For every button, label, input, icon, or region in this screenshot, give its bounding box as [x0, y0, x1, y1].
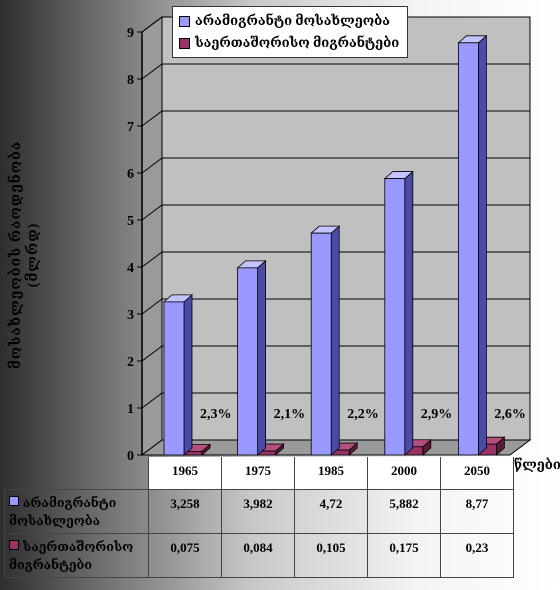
- bar-nonmigrant-side: [257, 259, 267, 456]
- gridline-side: [141, 16, 163, 33]
- bar-nonmigrant: [237, 267, 259, 456]
- bar-nonmigrant-side: [183, 293, 193, 456]
- bar-nonmigrant: [310, 232, 332, 456]
- table-year: 1965: [148, 457, 222, 490]
- percent-label: 2,6%: [494, 407, 526, 422]
- y-tick-label: 9: [127, 26, 134, 41]
- table-header-row: 1965 1975 1985 2000 2050: [5, 457, 514, 490]
- table-label-line2: მოსახლეობა: [9, 514, 101, 528]
- table-cell: 0,075: [148, 533, 222, 578]
- table-swatch-migrant: [9, 540, 19, 550]
- gridline-side: [141, 204, 163, 221]
- table-cell: 0,23: [440, 533, 514, 578]
- y-tick-label: 3: [127, 308, 134, 323]
- table-year: 1975: [221, 457, 295, 490]
- table-cell: 0,175: [367, 533, 441, 578]
- table-year: 1985: [294, 457, 368, 490]
- gridline-side: [141, 392, 163, 409]
- legend-swatch-migrant: [179, 37, 190, 49]
- y-tick-label: 1: [127, 402, 134, 417]
- table-year: 2050: [440, 457, 514, 490]
- table-cell: 5,882: [367, 489, 441, 534]
- table-cell: 8,77: [440, 489, 514, 534]
- percent-label: 2,2%: [347, 407, 379, 422]
- table-label-line1: არამიგრანტი: [23, 496, 117, 510]
- gridline-side: [141, 298, 163, 315]
- y-tick-label: 8: [127, 73, 134, 88]
- legend-swatch-nonmigrant: [179, 15, 190, 27]
- data-table: 1965 1975 1985 2000 2050 არამიგრანტი მოს…: [4, 457, 514, 578]
- y-tick-label: 4: [127, 261, 134, 276]
- y-axis-title-line2: (მლრდ): [26, 222, 41, 288]
- table-row-label-nonmigrant: არამიგრანტი მოსახლეობა: [4, 489, 149, 534]
- x-axis-title: წლები: [514, 457, 560, 472]
- table-swatch-nonmigrant: [9, 496, 19, 506]
- table-cell: 3,982: [221, 489, 295, 534]
- table-cell: 0,105: [294, 533, 368, 578]
- bar-nonmigrant-side: [477, 34, 487, 456]
- table-row: საერთაშორისო მიგრანტები 0,075 0,084 0,10…: [4, 533, 514, 578]
- y-tick-label: 2: [127, 355, 134, 370]
- legend-label-migrant: საერთაშორისო მიგრანტები: [195, 35, 400, 50]
- legend-item-migrant: საერთაშორისო მიგრანტები: [179, 32, 401, 54]
- y-tick-label: 7: [127, 120, 134, 135]
- y-tick-label: 6: [127, 167, 134, 182]
- table-cell: 3,258: [148, 489, 222, 534]
- table-year: 2000: [367, 457, 441, 490]
- table-row-label-migrant: საერთაშორისო მიგრანტები: [4, 533, 149, 578]
- legend: არამიგრანტი მოსახლეობა საერთაშორისო მიგრ…: [172, 6, 408, 58]
- bar-nonmigrant-side: [404, 170, 414, 456]
- table-row: არამიგრანტი მოსახლეობა 3,258 3,982 4,72 …: [4, 489, 514, 534]
- plot-side-wall: [141, 16, 163, 456]
- gridline-side: [141, 63, 163, 80]
- table-label-line2: მიგრანტები: [9, 558, 93, 572]
- percent-label: 2,1%: [274, 407, 306, 422]
- legend-label-nonmigrant: არამიგრანტი მოსახლეობა: [195, 13, 390, 28]
- bar-nonmigrant: [457, 42, 479, 456]
- y-tick-label: 5: [127, 214, 134, 229]
- table-label-line1: საერთაშორისო: [23, 540, 134, 554]
- gridline-side: [141, 345, 163, 362]
- gridline-side: [141, 157, 163, 174]
- bar-nonmigrant: [384, 178, 406, 456]
- gridline-side: [141, 110, 163, 127]
- bar-nonmigrant: [163, 301, 185, 456]
- percent-label: 2,9%: [421, 407, 453, 422]
- legend-item-nonmigrant: არამიგრანტი მოსახლეობა: [179, 10, 401, 32]
- y-axis-title-line1: მოსახლეობის რაოდენობა: [9, 140, 24, 370]
- y-tick-label: 0: [127, 449, 134, 464]
- y-axis-title: მოსახლეობის რაოდენობა (მლრდ): [9, 141, 41, 369]
- table-cell: 4,72: [294, 489, 368, 534]
- gridline-side: [141, 251, 163, 268]
- table-cell: 0,084: [221, 533, 295, 578]
- bar-nonmigrant-side: [330, 225, 340, 456]
- table-corner: [5, 457, 149, 490]
- percent-label: 2,3%: [200, 407, 232, 422]
